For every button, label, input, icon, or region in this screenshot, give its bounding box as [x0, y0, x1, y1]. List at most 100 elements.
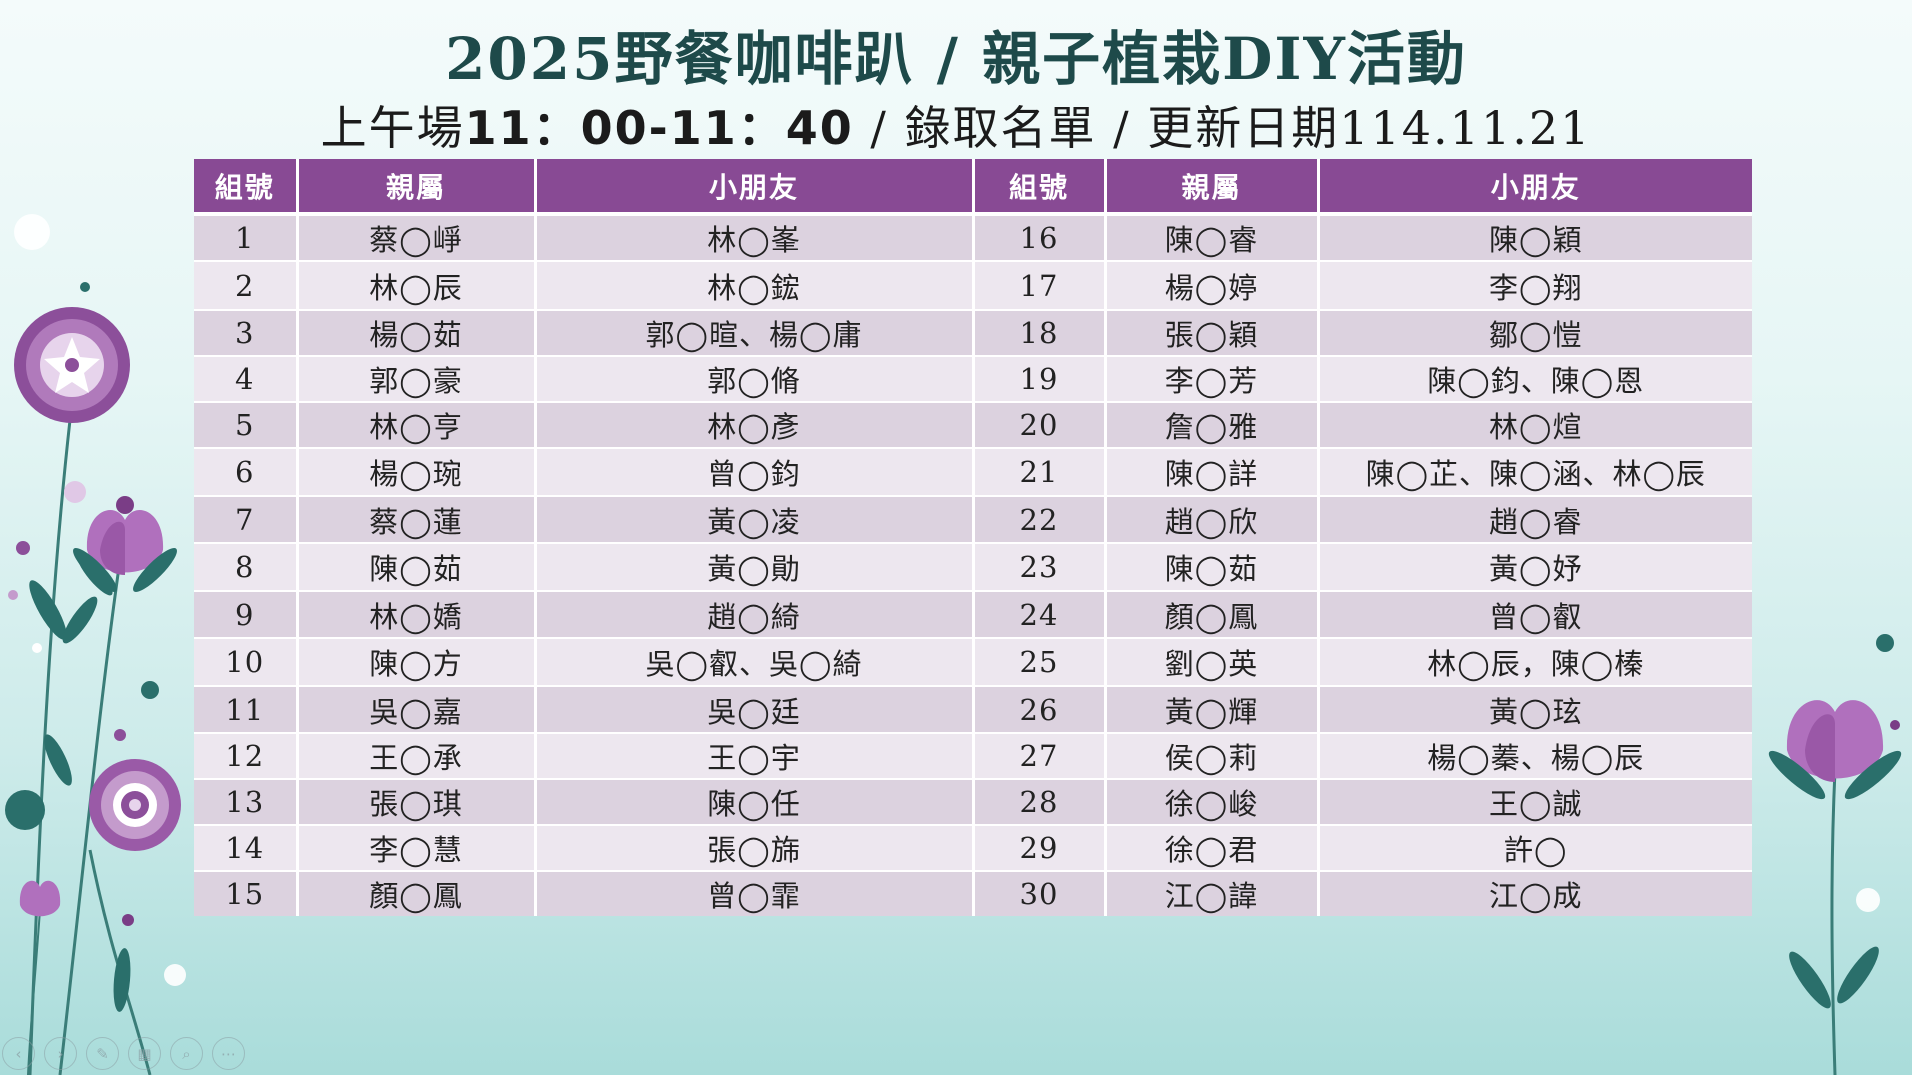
children-names: 曾◯鈞	[533, 447, 973, 496]
group-number: 15	[194, 870, 297, 916]
table-row: 11 吳◯嘉 吳◯廷 26 黃◯輝 黃◯玹	[194, 685, 1752, 733]
more-options-icon[interactable]: ⋯	[212, 1037, 245, 1070]
children-names: 黃◯玹	[1316, 685, 1752, 733]
children-names: 趙◯綺	[533, 590, 973, 638]
children-names: 郭◯脩	[533, 355, 973, 402]
zoom-icon[interactable]: ⌕	[170, 1037, 203, 1070]
children-names: 許◯	[1316, 824, 1752, 871]
table-body: 1 蔡◯崢 林◯峯 16 陳◯睿 陳◯穎 2 林◯辰 林◯鋐 17 楊◯婷 李◯翔 3 楊◯茹 郭◯暄、楊◯…	[194, 213, 1752, 916]
parent-header: 親屬	[1103, 159, 1318, 216]
admission-table: 組號 親屬 小朋友 組號 親屬 小朋友 1 蔡◯崢 林◯峯 16 陳◯睿 陳◯穎 2 林◯辰 林◯鋐 17 楊…	[194, 159, 1752, 916]
table-row: 1 蔡◯崢 林◯峯 16 陳◯睿 陳◯穎	[194, 213, 1752, 261]
children-names: 鄒◯愷	[1316, 309, 1752, 356]
group-number: 27	[971, 732, 1105, 779]
table-row: 5 林◯亨 林◯彥 20 詹◯雅 林◯煊	[194, 401, 1752, 448]
group-number-header: 組號	[194, 159, 297, 216]
parent-name: 徐◯峻	[1103, 778, 1318, 825]
parent-name: 林◯辰	[295, 260, 535, 310]
parent-name: 李◯慧	[295, 824, 535, 871]
update-info: / 錄取名單 / 更新日期114.11.21	[853, 101, 1592, 155]
group-number: 11	[194, 685, 297, 733]
children-names: 王◯宇	[533, 732, 973, 779]
group-number: 21	[971, 447, 1105, 496]
children-names: 林◯辰，陳◯榛	[1316, 637, 1752, 686]
group-number: 19	[971, 355, 1105, 402]
children-names: 黃◯勛	[533, 542, 973, 591]
parent-name: 顏◯鳳	[295, 870, 535, 916]
parent-name: 林◯嬌	[295, 590, 535, 638]
children-names: 張◯旆	[533, 824, 973, 871]
group-number: 28	[971, 778, 1105, 825]
group-number: 22	[971, 495, 1105, 543]
group-number-header: 組號	[971, 159, 1105, 216]
children-names: 王◯誠	[1316, 778, 1752, 825]
group-number: 6	[194, 447, 297, 496]
parent-name: 王◯承	[295, 732, 535, 779]
table-row: 8 陳◯茹 黃◯勛 23 陳◯茹 黃◯妤	[194, 542, 1752, 591]
group-number: 10	[194, 637, 297, 686]
parent-name: 黃◯輝	[1103, 685, 1318, 733]
group-number: 30	[971, 870, 1105, 916]
table-row: 6 楊◯琬 曾◯鈞 21 陳◯詳 陳◯芷、陳◯涵、林◯辰	[194, 447, 1752, 496]
session-time: 11：00-11：40	[464, 101, 854, 155]
table-row: 4 郭◯豪 郭◯脩 19 李◯芳 陳◯鈞、陳◯恩	[194, 355, 1752, 402]
parent-name: 張◯穎	[1103, 309, 1318, 356]
parent-name: 陳◯方	[295, 637, 535, 686]
group-number: 2	[194, 260, 297, 310]
parent-name: 蔡◯蓮	[295, 495, 535, 543]
previous-slide-icon[interactable]: ‹	[2, 1037, 35, 1070]
children-names: 楊◯蓁、楊◯辰	[1316, 732, 1752, 779]
parent-name: 陳◯詳	[1103, 447, 1318, 496]
group-number: 16	[971, 213, 1105, 261]
children-header: 小朋友	[1316, 159, 1752, 216]
parent-name: 張◯琪	[295, 778, 535, 825]
children-names: 黃◯凌	[533, 495, 973, 543]
table-row: 3 楊◯茹 郭◯暄、楊◯庸 18 張◯穎 鄒◯愷	[194, 309, 1752, 356]
table-row: 9 林◯嬌 趙◯綺 24 顏◯鳳 曾◯叡	[194, 590, 1752, 638]
parent-name: 李◯芳	[1103, 355, 1318, 402]
slide-subtitle: 上午場11：00-11：40 / 錄取名單 / 更新日期114.11.21	[0, 92, 1912, 158]
children-names: 李◯翔	[1316, 260, 1752, 310]
group-number: 23	[971, 542, 1105, 591]
children-names: 郭◯暄、楊◯庸	[533, 309, 973, 356]
parent-name: 侯◯莉	[1103, 732, 1318, 779]
children-names: 江◯成	[1316, 870, 1752, 916]
pen-icon[interactable]: ✎	[86, 1037, 119, 1070]
children-names: 吳◯廷	[533, 685, 973, 733]
group-number: 3	[194, 309, 297, 356]
parent-name: 陳◯茹	[1103, 542, 1318, 591]
children-names: 黃◯妤	[1316, 542, 1752, 591]
children-names: 趙◯睿	[1316, 495, 1752, 543]
group-number: 26	[971, 685, 1105, 733]
table-row: 15 顏◯鳳 曾◯霏 30 江◯諱 江◯成	[194, 870, 1752, 916]
parent-name: 楊◯琬	[295, 447, 535, 496]
parent-name: 詹◯雅	[1103, 401, 1318, 448]
children-names: 林◯峯	[533, 213, 973, 261]
table-row: 7 蔡◯蓮 黃◯凌 22 趙◯欣 趙◯睿	[194, 495, 1752, 543]
group-number: 1	[194, 213, 297, 261]
parent-name: 楊◯茹	[295, 309, 535, 356]
parent-name: 陳◯睿	[1103, 213, 1318, 261]
parent-name: 徐◯君	[1103, 824, 1318, 871]
children-names: 吳◯叡、吳◯綺	[533, 637, 973, 686]
group-number: 29	[971, 824, 1105, 871]
parent-name: 蔡◯崢	[295, 213, 535, 261]
parent-name: 陳◯茹	[295, 542, 535, 591]
next-slide-icon[interactable]: ›	[44, 1037, 77, 1070]
slides-grid-icon[interactable]: ▦	[128, 1037, 161, 1070]
group-number: 25	[971, 637, 1105, 686]
children-names: 陳◯任	[533, 778, 973, 825]
parent-name: 劉◯英	[1103, 637, 1318, 686]
parent-header: 親屬	[295, 159, 535, 216]
parent-name: 楊◯婷	[1103, 260, 1318, 310]
group-number: 24	[971, 590, 1105, 638]
children-names: 林◯鋐	[533, 260, 973, 310]
children-names: 林◯彥	[533, 401, 973, 448]
parent-name: 顏◯鳳	[1103, 590, 1318, 638]
parent-name: 趙◯欣	[1103, 495, 1318, 543]
children-names: 曾◯叡	[1316, 590, 1752, 638]
table-header-row: 組號 親屬 小朋友 組號 親屬 小朋友	[194, 159, 1752, 216]
parent-name: 郭◯豪	[295, 355, 535, 402]
group-number: 12	[194, 732, 297, 779]
